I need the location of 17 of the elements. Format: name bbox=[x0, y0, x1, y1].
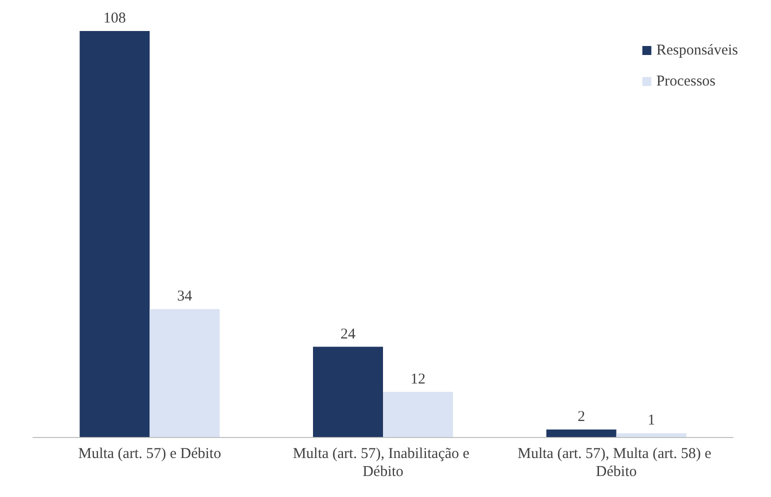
data-label: 108 bbox=[103, 10, 126, 26]
data-label: 24 bbox=[340, 326, 356, 342]
data-label: 1 bbox=[648, 412, 656, 429]
x-tick-label: Multa (art. 57), Inabilitação e Débito bbox=[292, 446, 474, 480]
bar bbox=[546, 429, 616, 437]
legend-label: Responsáveis bbox=[656, 42, 738, 58]
x-tick-label: Multa (art. 57) e Débito bbox=[78, 446, 222, 462]
legend-label: Processos bbox=[656, 74, 716, 90]
x-tick-label: Multa (art. 57), Multa (art. 58) e Débito bbox=[518, 446, 716, 480]
bar bbox=[150, 309, 220, 437]
bar bbox=[80, 31, 150, 437]
data-label: 34 bbox=[177, 288, 193, 305]
bar bbox=[313, 346, 383, 437]
data-label: 12 bbox=[410, 371, 426, 388]
data-label: 2 bbox=[578, 408, 586, 425]
bar bbox=[383, 392, 453, 437]
bar bbox=[616, 433, 686, 437]
